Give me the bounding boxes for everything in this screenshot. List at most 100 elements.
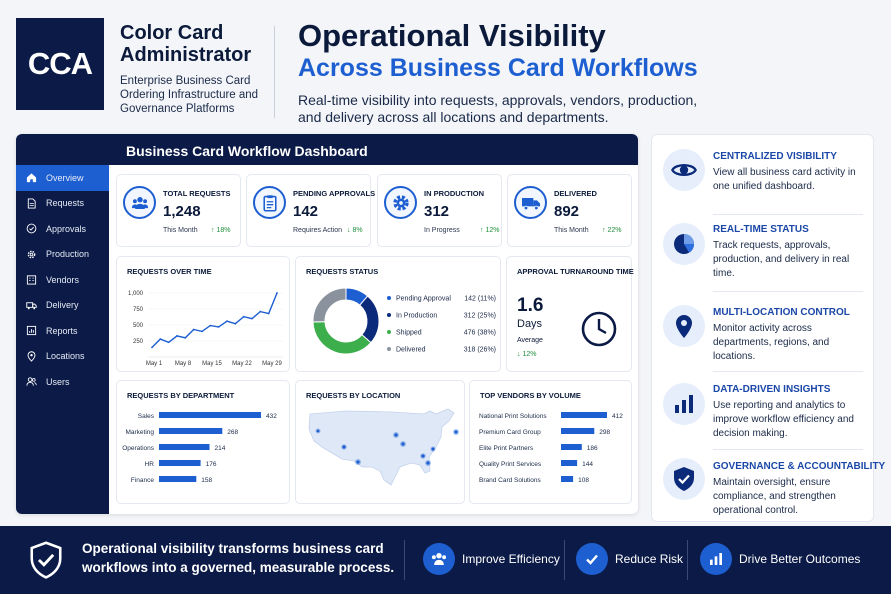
check-circle-icon [26,223,37,234]
y-tick-label: 500 [133,323,144,329]
feature-divider [713,371,863,372]
sidebar-item-label: Users [46,376,70,387]
bar [561,444,582,450]
turnaround-change: ↓ 12% [517,351,537,358]
sidebar: Overview Requests Approvals Production V… [16,165,109,514]
sidebar-item-label: Vendors [46,274,80,285]
top-vendors-card: TOP VENDORS BY VOLUME National Print Sol… [469,380,632,504]
map-pin-icon [27,351,36,362]
kpi-value: 892 [554,203,580,220]
feature-divider [713,449,863,450]
clipboard-icon [253,186,286,219]
feature-title: GOVERNANCE & ACCOUNTABILITY [713,461,886,472]
data-point [201,330,203,333]
turnaround-card: APPROVAL TURNAROUND TIME 1.6 Days Averag… [506,256,634,372]
footer-divider [404,540,405,580]
bar-value: 412 [612,413,623,420]
kpi-change: ↑ 18% [211,227,231,234]
footer-divider [564,540,565,580]
legend-label: Pending Approval [396,296,451,303]
features-panel: CENTRALIZED VISIBILITY View all business… [651,134,885,522]
bar [159,476,197,482]
bar [159,460,201,466]
bar-value: 432 [266,413,277,420]
bar-value: 298 [599,429,610,436]
users-icon [26,377,37,386]
feature-description: Maintain oversight, ensure compliance, a… [713,477,836,516]
document-icon [27,198,36,209]
shield-check-icon [30,541,62,579]
requests-status-card: REQUESTS STATUS Pending Approval 142 (11… [295,256,501,372]
data-point [226,320,228,323]
clock-icon [581,311,617,347]
department-bar-chart: Sales Marketing Operations HR Finance 43… [122,412,277,484]
reduce-risk-label: Reduce Risk [615,552,684,566]
kpi-note: This Month [554,227,589,234]
kpi-change: ↑ 22% [602,227,622,234]
feature-title: DATA-DRIVEN INSIGHTS [713,384,831,395]
data-point [267,312,270,315]
kpi-value: 1,248 [163,203,201,220]
sidebar-item-label: Overview [46,172,84,183]
donut-slice [312,287,347,323]
legend-value: 142 (11%) [464,296,496,303]
sidebar-item-vendors[interactable]: Vendors [16,267,109,293]
map-land [308,408,455,486]
sidebar-item-label: Locations [46,351,85,362]
bar-label: Premium Card Group [479,429,541,436]
check-icon [576,543,608,575]
sidebar-item-label: Reports [46,325,78,336]
chart-title: REQUESTS OVER TIME [127,267,212,276]
sidebar-item-locations[interactable]: Locations [16,344,109,370]
kpi-label: PENDING APPROVALS [293,189,376,198]
x-tick-label: May 15 [202,361,222,367]
requests-by-department-card: REQUESTS BY DEPARTMENT Sales Marketing O… [116,380,290,504]
header-divider [274,26,275,118]
bar [561,476,574,482]
sidebar-item-production[interactable]: Production [16,242,109,268]
brand-description: Enterprise Business Card Ordering Infras… [120,75,259,115]
home-icon [26,173,37,183]
bar-label: Finance [131,477,155,484]
shield-check-icon [663,458,705,500]
chart-title: APPROVAL TURNAROUND TIME [517,267,634,276]
sidebar-item-overview[interactable]: Overview [16,165,109,191]
kpi-delivered[interactable]: DELIVERED 892 This Month ↑ 22% [507,174,632,247]
sidebar-item-requests[interactable]: Requests [16,191,109,217]
pie-chart-icon [663,223,705,265]
kpi-note: Requires Action [293,227,343,234]
kpi-pending-approvals[interactable]: PENDING APPROVALS 142 Requires Action ↓ … [246,174,375,247]
data-point [259,310,262,313]
dashboard-window: Business Card Workflow Dashboard Overvie… [16,134,638,514]
turnaround-note: Average [517,337,543,344]
kpi-total-requests[interactable]: TOTAL REQUESTS 1,248 This Month ↑ 18% [116,174,241,247]
data-point [184,336,187,339]
feature-divider [713,214,863,215]
data-point [159,338,162,340]
sidebar-item-reports[interactable]: Reports [16,318,109,344]
sidebar-item-label: Delivery [46,300,79,311]
map-pin-icon [663,305,705,347]
sidebar-item-delivery[interactable]: Delivery [16,293,109,319]
data-point [217,326,220,328]
sidebar-item-approvals[interactable]: Approvals [16,216,109,242]
data-point [209,324,212,327]
footer-divider [687,540,688,580]
bar-label: Sales [138,413,155,420]
eye-icon [663,149,705,191]
bar-label: Brand Card Solutions [479,477,542,484]
sidebar-item-label: Approvals [46,223,87,234]
kpi-in-production[interactable]: IN PRODUCTION 312 In Progress ↑ 12% [377,174,502,247]
gear-icon [384,186,417,219]
bar-label: Operations [122,445,155,452]
sidebar-item-users[interactable]: Users [16,369,109,395]
users-icon [423,543,455,575]
footer-banner: Operational visibility transforms busine… [0,526,891,594]
feature-description: Track requests, approvals, production, a… [713,240,850,279]
feature-title: REAL-TIME STATUS [713,224,809,235]
truck-icon [26,302,37,310]
legend-value: 318 (26%) [464,347,496,354]
x-tick-label: May 22 [232,361,252,367]
requests-over-time-card: REQUESTS OVER TIME 1,000 750 500 250 May… [116,256,290,372]
kpi-label: TOTAL REQUESTS [163,189,231,198]
